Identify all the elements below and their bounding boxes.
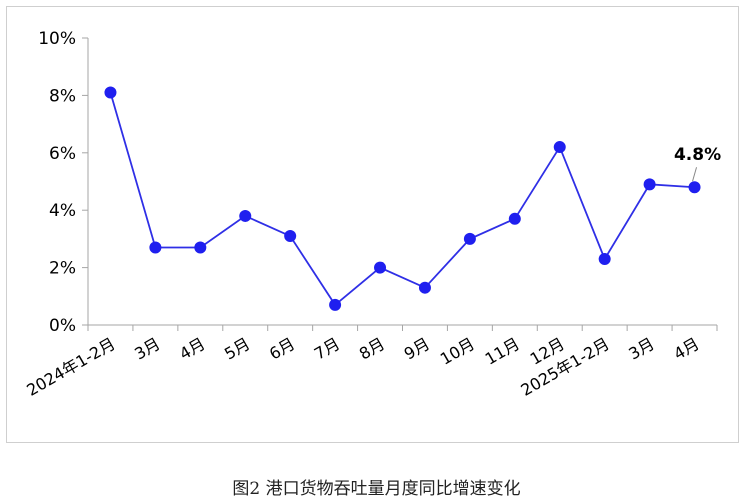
y-tick-label: 10% — [38, 29, 76, 49]
data-point — [463, 232, 476, 245]
x-tick-label: 3月 — [625, 334, 657, 364]
y-tick-label: 6% — [49, 144, 76, 164]
line-chart: 0% 2% 4% 6% 8% 10% 2024年1-2月 3月 4月 5月 6月 7月 8月 9月 10月 1… — [23, 29, 721, 400]
x-tick-label: 4月 — [176, 334, 208, 364]
data-point — [553, 141, 566, 154]
figure-caption: 图2 港口货物吞吐量月度同比增速变化 — [232, 479, 521, 499]
x-tick-label: 8月 — [356, 334, 388, 364]
x-tick-label: 7月 — [311, 334, 343, 364]
x-tick-label: 4月 — [670, 334, 702, 364]
x-tick-label: 3月 — [131, 334, 163, 364]
y-tick-label: 4% — [49, 201, 76, 221]
data-point — [688, 181, 701, 194]
x-tick-label: 11月 — [482, 334, 523, 369]
data-point — [284, 230, 297, 243]
y-tick-label: 2% — [49, 259, 76, 279]
series-line — [109, 92, 695, 307]
chart-frame: 0% 2% 4% 6% 8% 10% 2024年1-2月 3月 4月 5月 6月 7月 8月 9月 10月 1… — [6, 6, 739, 443]
data-point — [418, 281, 431, 294]
x-tick-label: 2024年1-2月 — [23, 334, 118, 400]
data-point — [104, 86, 117, 99]
annotation-leader — [692, 167, 698, 182]
data-point — [149, 241, 162, 254]
data-point — [239, 209, 252, 222]
data-label: 4.8% — [674, 145, 721, 165]
data-point — [643, 178, 656, 191]
x-tick-label: 10月 — [437, 334, 478, 369]
data-point — [598, 252, 611, 265]
data-point — [194, 241, 207, 254]
y-tick-label: 8% — [49, 86, 76, 106]
x-tick-label: 6月 — [266, 334, 298, 364]
data-point — [329, 298, 342, 311]
data-point — [374, 261, 387, 274]
y-tick-label: 0% — [49, 316, 76, 336]
x-tick-label: 9月 — [401, 334, 433, 364]
data-point — [508, 212, 521, 225]
x-tick-label: 2025年1-2月 — [518, 334, 613, 400]
x-tick-label: 5月 — [221, 334, 253, 364]
